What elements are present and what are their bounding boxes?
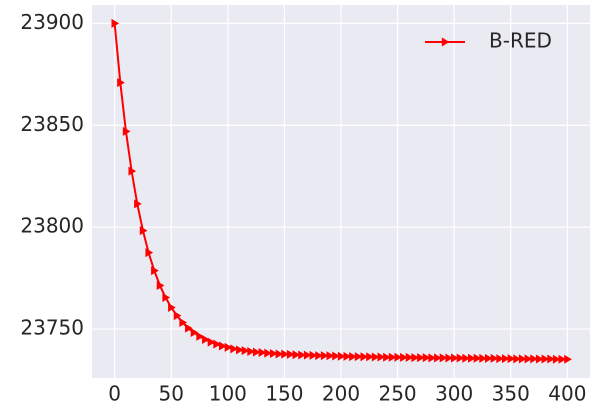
x-tick-label: 100 — [209, 382, 247, 406]
marker — [558, 354, 567, 364]
marker — [309, 350, 318, 360]
marker — [332, 351, 340, 361]
marker — [235, 345, 244, 355]
marker — [530, 354, 538, 364]
marker — [145, 248, 154, 258]
marker — [484, 353, 493, 363]
marker — [139, 226, 148, 236]
marker — [383, 352, 391, 362]
marker — [315, 351, 323, 361]
x-tick-label: 150 — [265, 382, 303, 406]
marker — [258, 348, 267, 358]
marker — [411, 353, 420, 363]
marker — [541, 354, 550, 364]
marker — [190, 328, 199, 338]
marker — [303, 350, 312, 360]
marker — [496, 354, 504, 364]
marker — [151, 266, 159, 276]
marker — [518, 354, 527, 364]
marker — [117, 78, 125, 88]
marker — [439, 353, 448, 363]
marker — [320, 351, 329, 361]
x-tick-label: 400 — [548, 382, 586, 406]
marker — [179, 318, 188, 328]
marker — [422, 353, 431, 363]
marker — [252, 347, 261, 357]
y-tick-label: 23850 — [20, 112, 84, 136]
marker — [400, 352, 408, 362]
marker — [128, 166, 137, 176]
marker — [298, 350, 306, 360]
legend-label: B-RED — [489, 29, 552, 53]
marker — [343, 351, 352, 361]
marker — [162, 292, 171, 302]
marker — [501, 354, 510, 364]
marker — [168, 302, 176, 312]
marker — [241, 346, 250, 356]
marker — [360, 352, 369, 362]
x-tick-label: 200 — [322, 382, 360, 406]
marker — [134, 199, 142, 209]
marker — [479, 353, 487, 363]
marker — [366, 352, 374, 362]
marker — [434, 353, 442, 363]
marker — [196, 331, 205, 341]
marker — [247, 347, 255, 357]
marker — [156, 280, 165, 290]
marker — [371, 352, 380, 362]
marker — [473, 353, 482, 363]
marker — [122, 126, 131, 136]
marker — [207, 337, 216, 347]
marker — [292, 350, 301, 360]
marker — [286, 349, 295, 359]
marker — [564, 354, 572, 364]
marker — [349, 352, 357, 362]
marker — [552, 354, 561, 364]
marker — [326, 351, 335, 361]
y-tick-label: 23750 — [20, 316, 84, 340]
marker — [213, 339, 221, 349]
marker — [535, 354, 544, 364]
marker — [269, 349, 278, 359]
marker — [224, 342, 233, 352]
marker — [388, 352, 397, 362]
marker — [111, 18, 120, 28]
marker — [507, 354, 516, 364]
marker — [451, 353, 459, 363]
marker — [513, 354, 521, 364]
marker — [230, 344, 238, 354]
marker — [185, 323, 193, 333]
marker — [337, 351, 346, 361]
marker — [547, 354, 555, 364]
marker — [524, 354, 533, 364]
marker — [202, 334, 210, 344]
marker — [275, 349, 284, 359]
marker — [428, 353, 437, 363]
marker — [490, 353, 499, 363]
marker — [468, 353, 476, 363]
marker — [173, 311, 182, 321]
x-tick-label: 350 — [492, 382, 530, 406]
x-tick-label: 50 — [159, 382, 184, 406]
marker — [281, 349, 289, 359]
x-tick-label: 0 — [108, 382, 121, 406]
y-tick-label: 23900 — [20, 10, 84, 34]
x-tick-label: 250 — [378, 382, 416, 406]
marker — [219, 341, 227, 351]
y-tick-label: 23800 — [20, 214, 84, 238]
marker — [445, 353, 454, 363]
marker — [377, 352, 386, 362]
marker — [394, 352, 403, 362]
marker — [462, 353, 470, 363]
marker — [456, 353, 465, 363]
x-tick-label: 300 — [435, 382, 473, 406]
marker — [264, 348, 272, 358]
marker — [354, 352, 363, 362]
marker — [405, 352, 414, 362]
marker — [417, 353, 425, 363]
legend-marker — [441, 37, 450, 47]
